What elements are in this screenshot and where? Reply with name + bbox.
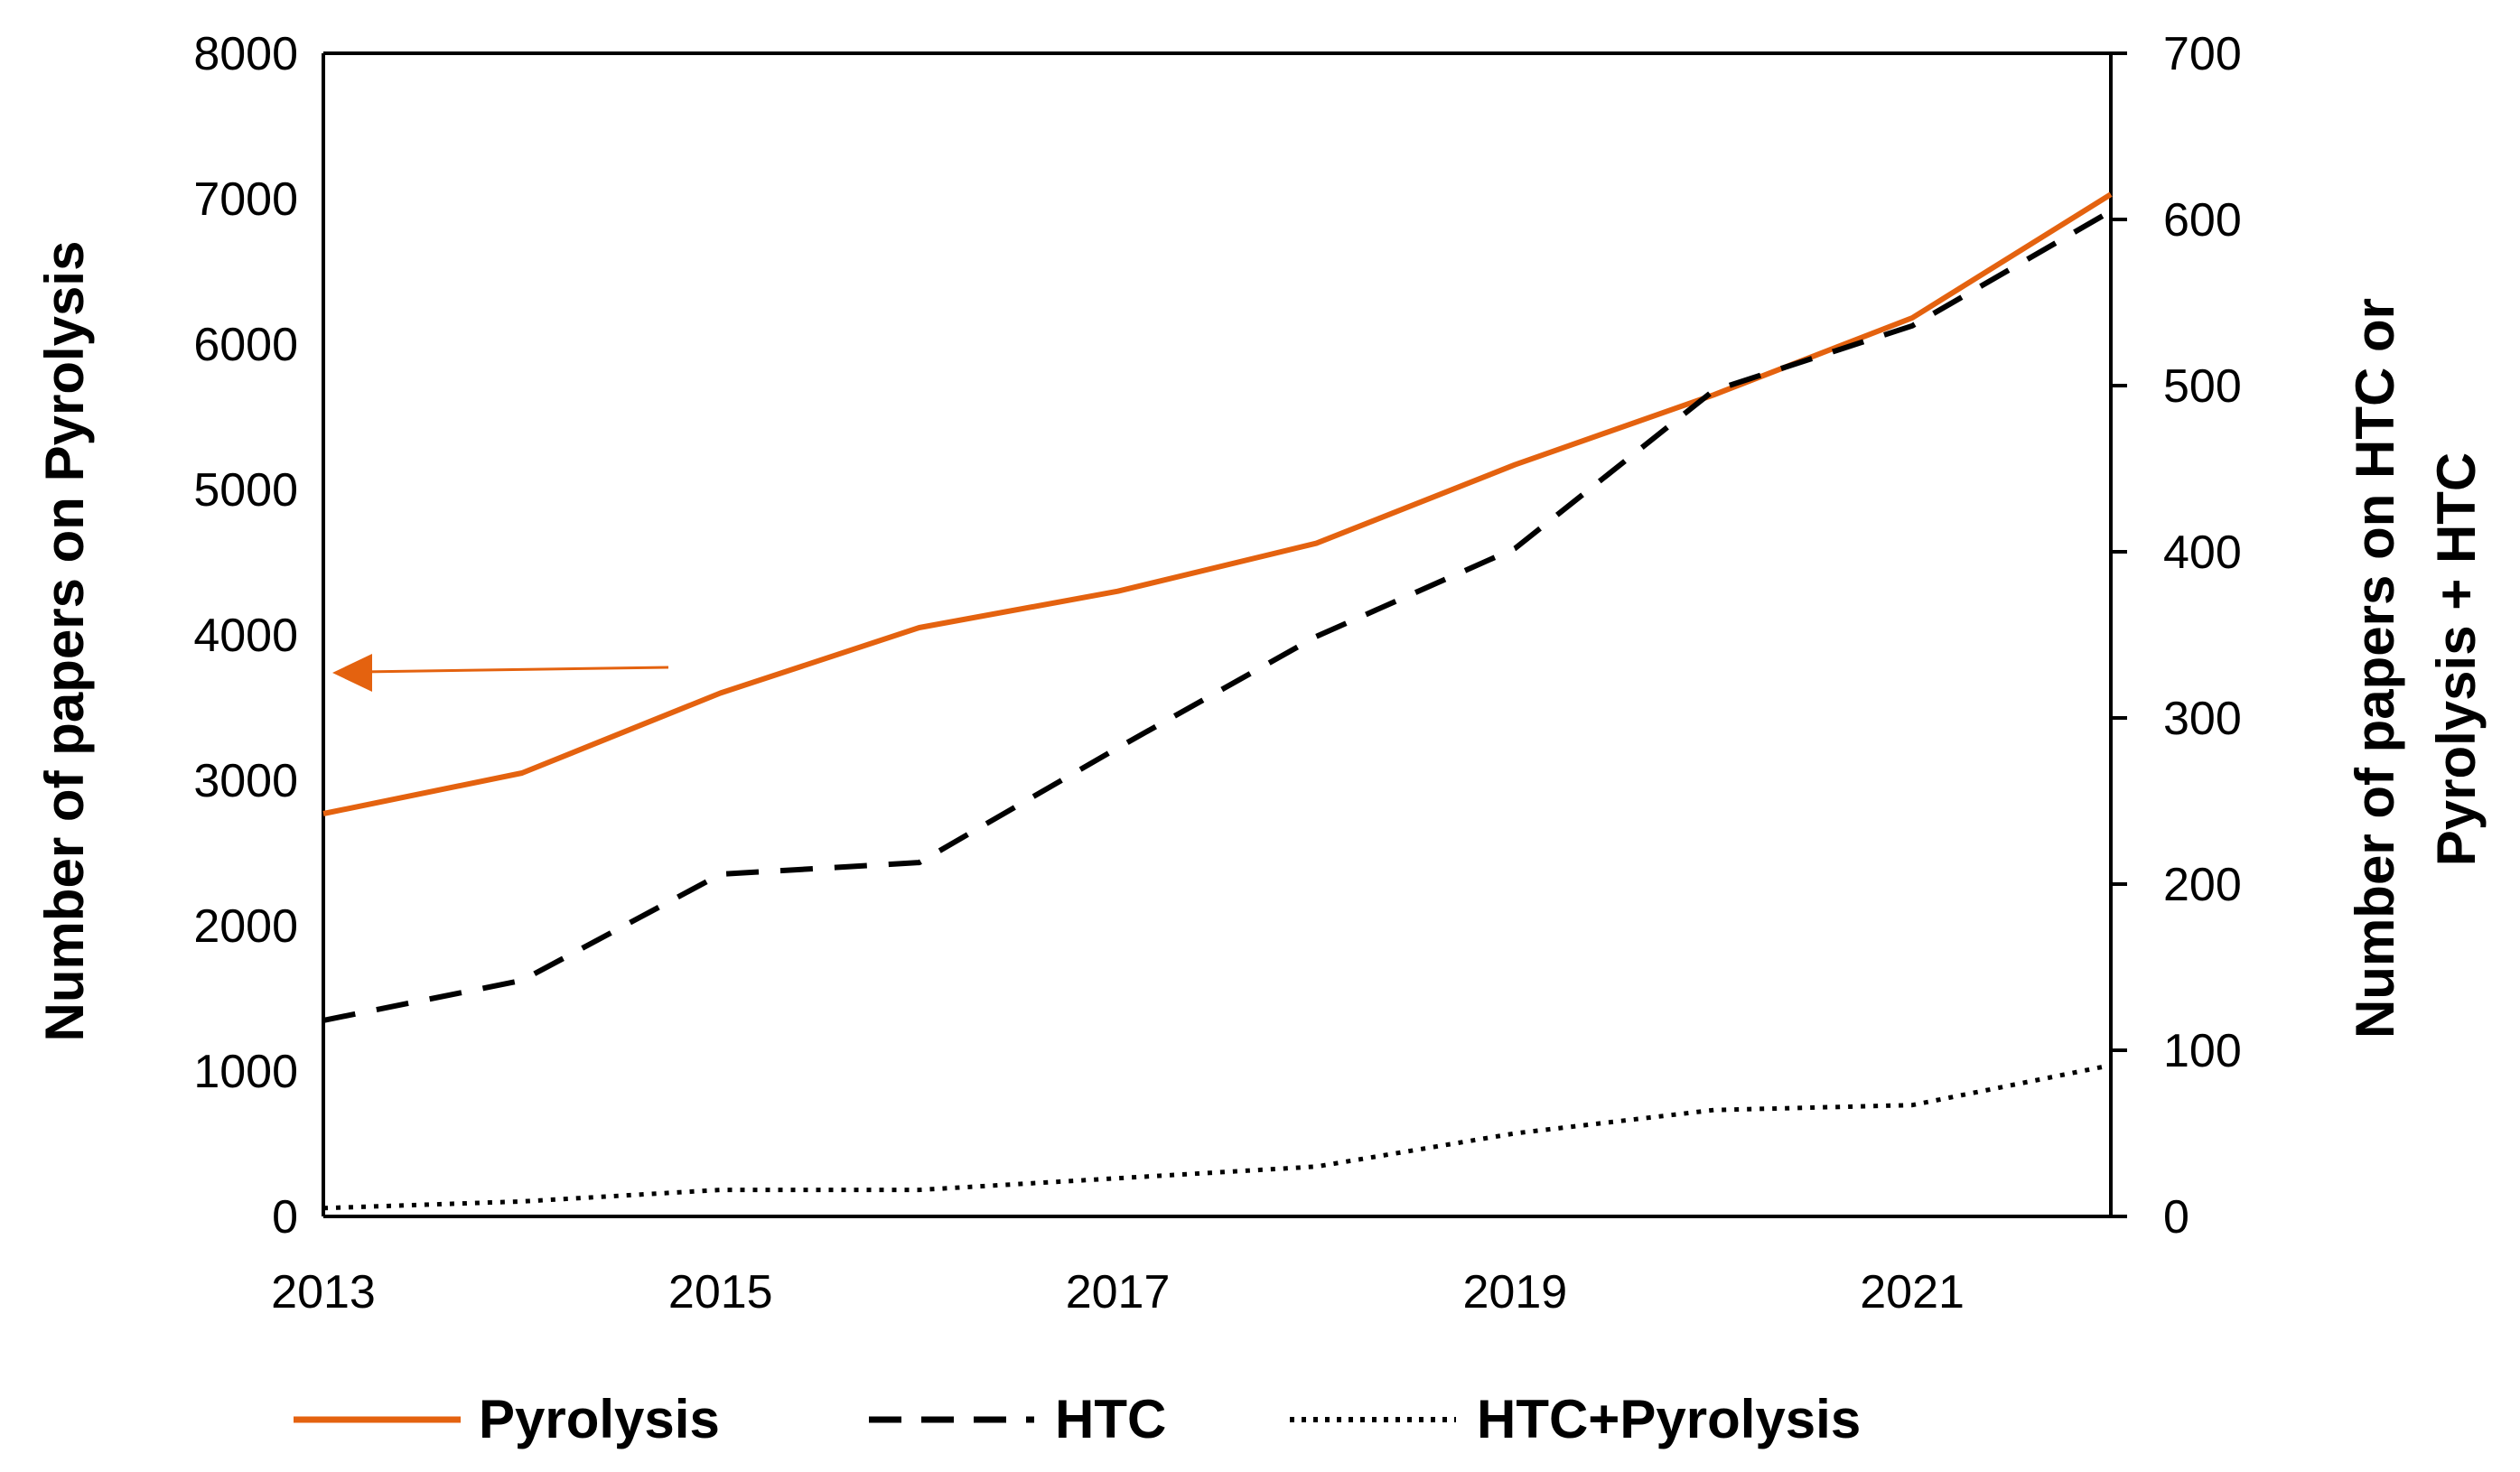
data-point-pyrolysis — [720, 693, 721, 694]
x-axis-ticks: 2013 2015 2017 2019 2021 — [271, 1266, 1965, 1318]
data-point-htc-pyrolysis — [1515, 1133, 1516, 1134]
legend: Pyrolysis HTC HTC+Pyrolysis — [294, 1389, 1861, 1449]
legend-item-htc: HTC — [869, 1389, 1166, 1449]
data-point-pyrolysis — [2111, 194, 2112, 195]
data-point-pyrolysis — [323, 814, 324, 815]
y-right-tick-label: 600 — [2163, 194, 2242, 247]
y-left-tick-label: 7000 — [193, 173, 298, 226]
data-point-htc-pyrolysis — [2111, 1065, 2112, 1066]
data-point-htc — [1117, 748, 1118, 749]
y-right-tick-label: 500 — [2163, 360, 2242, 413]
data-point-pyrolysis — [521, 772, 522, 773]
y-axis-left-title: Number of papers on Pyrolysis — [34, 241, 95, 1042]
y-axis-right-title-line2: Pyrolysis + HTC — [2426, 452, 2487, 867]
y-left-tick-label: 0 — [272, 1191, 298, 1244]
data-point-htc-pyrolysis — [521, 1201, 522, 1202]
y-axis-right-ticks: 0 100 200 300 400 500 600 700 — [2111, 28, 2242, 1244]
x-tick-label: 2013 — [271, 1266, 376, 1318]
legend-label-htc-pyrolysis: HTC+Pyrolysis — [1477, 1389, 1861, 1449]
series-line-htc-pyrolysis — [322, 1063, 2112, 1211]
data-point-pyrolysis — [1713, 395, 1714, 396]
series-line-htc — [322, 209, 2113, 1023]
data-point-pyrolysis — [1515, 464, 1516, 465]
data-point-htc-pyrolysis — [1713, 1110, 1714, 1111]
data-point-htc-pyrolysis — [1316, 1166, 1317, 1167]
y-left-tick-label: 1000 — [193, 1046, 298, 1098]
y-left-tick-label: 3000 — [193, 755, 298, 807]
legend-label-pyrolysis: Pyrolysis — [479, 1389, 720, 1449]
y-left-tick-label: 2000 — [193, 900, 298, 953]
data-point-pyrolysis — [1912, 318, 1913, 319]
y-right-tick-label: 200 — [2163, 859, 2242, 911]
data-point-htc — [2111, 210, 2112, 211]
data-point-htc — [1912, 325, 1913, 326]
y-right-tick-label: 700 — [2163, 28, 2242, 80]
x-tick-label: 2015 — [668, 1266, 773, 1318]
data-point-htc — [1713, 390, 1714, 391]
y-right-tick-label: 0 — [2163, 1191, 2189, 1244]
data-point-htc-pyrolysis — [323, 1207, 324, 1208]
data-point-htc — [1515, 548, 1516, 549]
legend-item-pyrolysis: Pyrolysis — [294, 1389, 720, 1449]
series-layer — [322, 191, 2113, 1211]
y-left-tick-label: 4000 — [193, 610, 298, 662]
y-axis-right-title-line1: Number of papers on HTC or — [2345, 298, 2405, 1039]
y-axis-left-ticks: 0 1000 2000 3000 4000 5000 6000 7000 8000 — [193, 28, 298, 1244]
x-tick-label: 2017 — [1066, 1266, 1171, 1318]
x-tick-label: 2021 — [1860, 1266, 1965, 1318]
left-axis-arrow — [332, 654, 669, 692]
y-left-tick-label: 6000 — [193, 319, 298, 371]
x-tick-label: 2019 — [1462, 1266, 1567, 1318]
data-point-htc — [1316, 636, 1317, 637]
data-point-htc-pyrolysis — [1117, 1178, 1118, 1179]
y-left-tick-label: 8000 — [193, 28, 298, 80]
data-point-htc-pyrolysis — [1912, 1104, 1913, 1105]
data-point-htc-pyrolysis — [720, 1189, 721, 1190]
data-point-pyrolysis — [1117, 591, 1118, 592]
y-right-tick-label: 100 — [2163, 1025, 2242, 1077]
data-point-pyrolysis — [1316, 543, 1317, 544]
legend-item-htc-pyrolysis: HTC+Pyrolysis — [1290, 1389, 1861, 1449]
data-point-htc — [720, 873, 721, 874]
data-point-htc — [521, 980, 522, 981]
y-right-tick-label: 300 — [2163, 693, 2242, 745]
y-left-tick-label: 5000 — [193, 464, 298, 517]
legend-label-htc: HTC — [1055, 1389, 1166, 1449]
series-line-pyrolysis — [322, 191, 2113, 816]
y-right-tick-label: 400 — [2163, 526, 2242, 579]
